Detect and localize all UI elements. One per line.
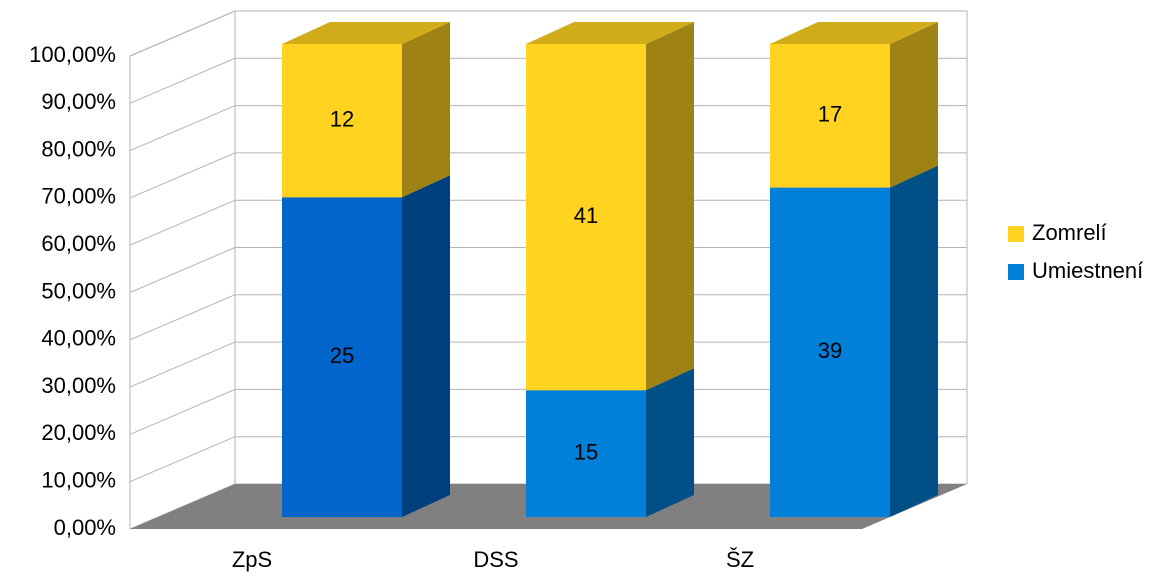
bar-segment xyxy=(770,22,938,188)
gridline xyxy=(129,341,967,388)
bar-segment xyxy=(282,175,450,518)
y-tick-label: 50,00% xyxy=(41,278,116,303)
legend-swatch xyxy=(1008,264,1024,280)
gridline xyxy=(129,105,967,152)
y-tick-label: 80,00% xyxy=(41,136,116,161)
bar-side xyxy=(402,22,450,198)
gridline xyxy=(129,199,967,246)
legend-swatch xyxy=(1008,226,1024,242)
data-label: 17 xyxy=(818,102,842,127)
gridline xyxy=(129,247,967,293)
gridline xyxy=(129,388,967,435)
y-tick-label: 10,00% xyxy=(41,468,116,493)
bar-front xyxy=(526,390,646,517)
data-labels: 25 12 15 41 39 17 xyxy=(330,102,842,465)
bar-front xyxy=(770,187,890,517)
legend-label: Umiestnení xyxy=(1032,258,1143,283)
bar-front xyxy=(526,44,646,391)
y-tick-label: 70,00% xyxy=(41,184,116,209)
category-label: ŠZ xyxy=(726,547,754,572)
legend-label: Zomrelí xyxy=(1032,220,1107,245)
bar-side xyxy=(890,165,938,517)
bar-side xyxy=(646,368,694,517)
y-tick-label: 60,00% xyxy=(41,231,116,256)
bar-side xyxy=(890,22,938,188)
bar-front xyxy=(282,197,402,518)
gridline xyxy=(129,10,967,57)
y-tick-label: 0,00% xyxy=(54,515,116,540)
data-label: 12 xyxy=(330,107,354,132)
y-tick-label: 20,00% xyxy=(41,420,116,445)
data-label: 25 xyxy=(330,343,354,368)
gridline xyxy=(129,152,967,199)
bar-front xyxy=(770,44,890,188)
category-label: DSS xyxy=(473,547,518,572)
y-tick-label: 30,00% xyxy=(41,373,116,398)
y-tick-label: 90,00% xyxy=(41,89,116,114)
gridline xyxy=(129,436,967,483)
bar-top xyxy=(770,22,938,44)
bar-top xyxy=(526,22,694,44)
gridline xyxy=(129,294,967,341)
bar-front xyxy=(282,44,402,198)
data-label: 39 xyxy=(818,338,842,363)
bars xyxy=(282,22,938,518)
bar-segment xyxy=(770,165,938,517)
bar-segment xyxy=(526,368,694,517)
bar-top xyxy=(282,22,450,44)
bar-segment xyxy=(282,22,450,198)
bar-side xyxy=(646,22,694,391)
category-labels: ZpS DSS ŠZ xyxy=(232,547,754,572)
legend: Zomrelí Umiestnení xyxy=(1008,220,1143,283)
y-axis-tick-labels: 0,00% 10,00% 20,00% 30,00% 40,00% 50,00% 60,00… xyxy=(29,42,116,540)
bar-side xyxy=(402,175,450,518)
data-label: 41 xyxy=(574,203,598,228)
category-label: ZpS xyxy=(232,547,272,572)
gridline xyxy=(129,57,967,104)
y-tick-label: 100,00% xyxy=(29,42,116,67)
bar-segment xyxy=(526,22,694,391)
y-tick-label: 40,00% xyxy=(41,326,116,351)
data-label: 15 xyxy=(574,439,598,464)
gridlines xyxy=(129,10,967,530)
